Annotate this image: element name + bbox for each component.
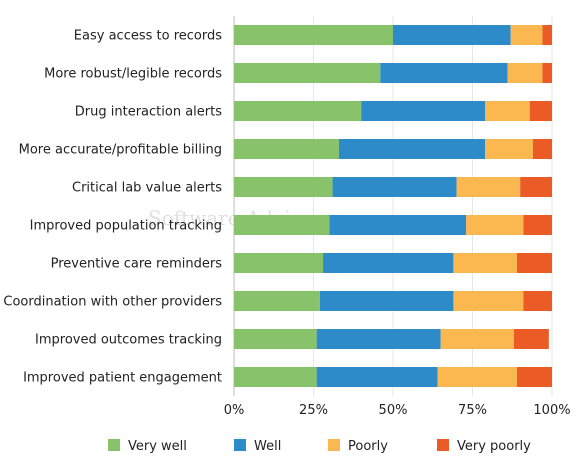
bar-segment-poorly	[440, 329, 514, 349]
x-tick-label: 100%	[533, 403, 570, 418]
legend-label: Very well	[128, 439, 187, 454]
category-label: Improved outcomes tracking	[35, 333, 222, 348]
bar-segment-very-well	[234, 177, 333, 197]
category-label: Improved population tracking	[30, 219, 222, 234]
category-label: Critical lab value alerts	[72, 181, 222, 196]
bar-segment-poorly	[485, 101, 530, 121]
bar-segment-well	[393, 25, 511, 45]
x-tick-label: 75%	[458, 403, 487, 418]
bar-segment-poorly	[510, 25, 543, 45]
bar-segment-very-poorly	[523, 215, 552, 235]
legend-label: Very poorly	[457, 439, 531, 454]
bar-segment-very-poorly	[520, 177, 552, 197]
category-label: Improved patient engagement	[23, 371, 222, 386]
bar-segment-very-poorly	[517, 253, 552, 273]
bar-segment-very-well	[234, 139, 339, 159]
bar-segment-well	[319, 291, 454, 311]
category-labels: Easy access to records More robust/legibl…	[3, 29, 222, 386]
legend: Very well Well Poorly Very poorly	[108, 439, 531, 454]
legend-swatch	[234, 439, 246, 451]
bar-segment-poorly	[456, 177, 521, 197]
legend-swatch	[328, 439, 340, 451]
bar-segment-very-poorly	[532, 139, 552, 159]
bar-segment-very-poorly	[523, 291, 552, 311]
category-label: Easy access to records	[74, 29, 222, 44]
bar-segment-well	[380, 63, 508, 83]
bar-segment-poorly	[453, 253, 518, 273]
x-tick-label: 0%	[224, 403, 245, 418]
bar-segment-very-well	[234, 63, 381, 83]
legend-label: Poorly	[348, 439, 388, 454]
bar-segment-very-poorly	[542, 63, 552, 83]
bar-segment-very-well	[234, 215, 330, 235]
bar-segment-well	[316, 329, 441, 349]
bar-segment-very-well	[234, 253, 324, 273]
bar-segment-poorly	[453, 291, 524, 311]
bar-segment-poorly	[485, 139, 533, 159]
category-label: More robust/legible records	[44, 67, 222, 82]
bar-segment-very-poorly	[517, 367, 552, 387]
legend-label: Well	[254, 439, 281, 454]
legend-swatch	[437, 439, 449, 451]
bar-segment-well	[316, 367, 438, 387]
category-label: Drug interaction alerts	[75, 105, 222, 120]
category-label: Coordination with other providers	[3, 295, 222, 310]
bar-segment-well	[329, 215, 467, 235]
bar-segment-poorly	[507, 63, 543, 83]
bar-segment-well	[332, 177, 457, 197]
x-tick-label: 50%	[379, 403, 408, 418]
category-label: Preventive care reminders	[51, 257, 223, 272]
bar-segment-very-well	[234, 329, 317, 349]
bar-segment-very-well	[234, 101, 362, 121]
bar-segment-very-well	[234, 291, 320, 311]
bar-segment-well	[338, 139, 486, 159]
bar-segment-very-well	[234, 367, 317, 387]
bars	[234, 25, 552, 387]
x-tick-label: 25%	[299, 403, 328, 418]
bar-segment-very-poorly	[542, 25, 552, 45]
bar-segment-poorly	[437, 367, 518, 387]
bar-segment-poorly	[466, 215, 524, 235]
bar-segment-well	[323, 253, 454, 273]
legend-swatch	[108, 439, 120, 451]
bar-segment-very-poorly	[529, 101, 552, 121]
category-label: More accurate/profitable billing	[19, 143, 222, 158]
bar-segment-very-well	[234, 25, 393, 45]
bar-segment-well	[361, 101, 486, 121]
x-tick-labels: 0% 25% 50% 75% 100%	[224, 403, 571, 418]
bar-segment-very-poorly	[513, 329, 549, 349]
